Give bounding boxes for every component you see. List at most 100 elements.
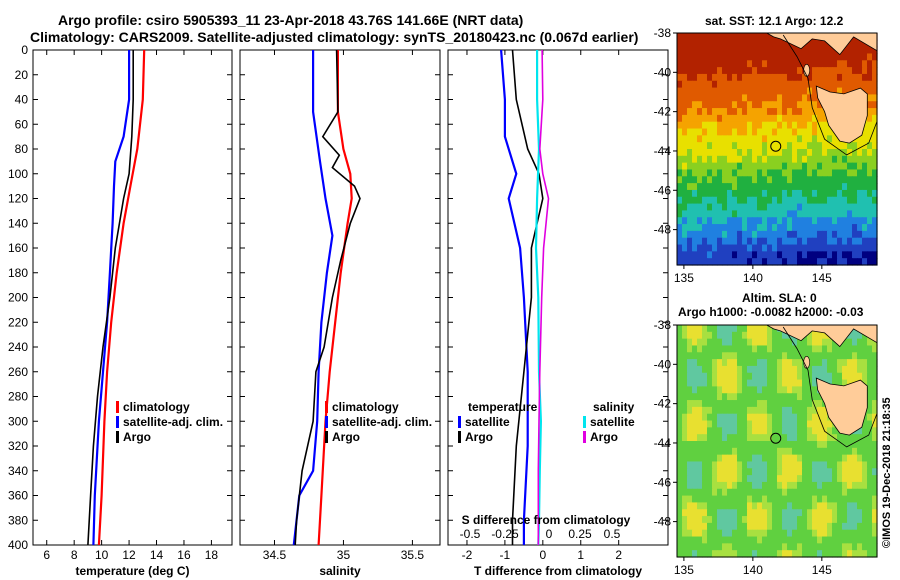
diff-salinity-legend-label: Argo (590, 430, 618, 444)
depth-tick-label: 260 (8, 365, 28, 379)
sat-sst-map-frame (676, 32, 878, 266)
temperature-series-argo (87, 50, 134, 546)
differences-series-s-argo (537, 49, 550, 545)
salinity-legend-swatch (325, 401, 328, 413)
salinity-xlabel: salinity (319, 564, 361, 578)
temperature-xtick-label: 6 (43, 548, 50, 562)
depth-tick-label: 160 (8, 241, 28, 255)
sat-sst-map-field (677, 33, 878, 266)
depth-tick-label: 100 (8, 167, 28, 181)
map-ytick-label: -48 (654, 223, 672, 237)
depth-tick-label: 380 (8, 513, 28, 527)
depth-tick-label: 320 (8, 439, 28, 453)
temperature-xtick-label: 18 (205, 548, 219, 562)
salinity-legend-swatch (325, 431, 328, 443)
depth-tick-label: 240 (8, 340, 28, 354)
salinity-xtick-label: 34.5 (263, 548, 287, 562)
diff-x2tick-label: 0.25 (568, 527, 592, 541)
temperature-series-satellite-adj-clim- (92, 50, 131, 546)
king-island (803, 64, 810, 77)
temperature-xtick-label: 16 (177, 548, 191, 562)
depth-tick-label: 400 (8, 538, 28, 552)
king-island (803, 356, 810, 369)
map-ytick-label: -46 (654, 183, 672, 197)
map-ytick-label: -44 (654, 144, 672, 158)
map-xtick-label: 145 (812, 563, 832, 577)
diff-x2tick-label: -0.5 (460, 527, 481, 541)
tasmania (815, 377, 868, 436)
diff-salinity-legend-swatch (583, 431, 586, 443)
depth-tick-label: 360 (8, 489, 28, 503)
differences-xtick-label: -2 (462, 548, 473, 562)
temperature-xtick-label: 12 (122, 548, 136, 562)
map-bottom-title-1: Altim. SLA: 0 (742, 291, 817, 305)
salinity-legend-label: Argo (332, 430, 360, 444)
depth-tick-label: 40 (15, 93, 29, 107)
depth-tick-label: 280 (8, 390, 28, 404)
map-ytick-label: -46 (654, 475, 672, 489)
title-line-2: Climatology: CARS2009. Satellite-adjuste… (30, 29, 639, 45)
temperature-xtick-label: 14 (150, 548, 164, 562)
altim-sla-map-field (677, 325, 878, 558)
diff-legend-temperature-title: temperature (468, 400, 538, 414)
salinity-legend-label: climatology (332, 400, 399, 414)
salinity-xtick-label: 35.5 (401, 548, 425, 562)
temperature-xlabel: temperature (deg C) (75, 564, 189, 578)
diff-legend-salinity-title: salinity (593, 400, 635, 414)
temperature-legend-swatch (116, 416, 119, 428)
map-ytick-label: -40 (654, 65, 672, 79)
temperature-xtick-label: 10 (95, 548, 109, 562)
map-xtick-label: 135 (674, 271, 694, 285)
salinity-legend-label: satellite-adj. clim. (332, 415, 432, 429)
differences-series-t-argo (511, 49, 544, 545)
depth-tick-label: 60 (15, 117, 29, 131)
map-ytick-label: -38 (654, 26, 672, 40)
diff-temperature-legend-label: satellite (465, 415, 510, 429)
diff-temperature-legend-label: Argo (465, 430, 493, 444)
depth-tick-label: 80 (15, 142, 29, 156)
depth-tick-label: 200 (8, 291, 28, 305)
map-top-title: sat. SST: 12.1 Argo: 12.2 (705, 14, 844, 28)
map-ytick-label: -42 (654, 105, 672, 119)
diff-x2label: S difference from climatology (462, 513, 631, 527)
map-bottom-title-2: Argo h1000: -0.0082 h2000: -0.03 (678, 305, 864, 319)
differences-frame (447, 49, 669, 546)
temperature-legend-swatch (116, 431, 119, 443)
diff-temperature-legend-swatch (458, 431, 461, 443)
differences-series-s-satellite (534, 50, 543, 546)
shelf-contour (782, 326, 878, 448)
map-ytick-label: -44 (654, 436, 672, 450)
differences-xlabel: T difference from climatology (474, 564, 642, 578)
depth-tick-label: 300 (8, 414, 28, 428)
map-xtick-label: 140 (743, 271, 763, 285)
argo-position-marker (770, 432, 782, 444)
temperature-legend-label: climatology (123, 400, 190, 414)
map-xtick-label: 135 (674, 563, 694, 577)
temperature-xtick-label: 8 (71, 548, 78, 562)
argo-position-marker (770, 140, 782, 152)
salinity-legend-swatch (325, 416, 328, 428)
diff-salinity-legend-label: satellite (590, 415, 635, 429)
differences-xtick-label: -1 (500, 548, 511, 562)
map-ytick-label: -38 (654, 318, 672, 332)
diff-x2tick-label: 0 (546, 527, 553, 541)
temperature-legend-label: Argo (123, 430, 151, 444)
differences-xtick-label: 2 (615, 548, 622, 562)
temperature-series-climatology (97, 49, 146, 546)
depth-tick-label: 180 (8, 266, 28, 280)
shelf-contour (782, 34, 878, 156)
depth-tick-label: 0 (21, 43, 28, 57)
temperature-legend-label: satellite-adj. clim. (123, 415, 223, 429)
differences-xtick-label: 0 (539, 548, 546, 562)
map-ytick-label: -48 (654, 515, 672, 529)
salinity-series-argo (294, 49, 361, 546)
altim-sla-map-frame (676, 324, 878, 558)
title-line-1: Argo profile: csiro 5905393_11 23-Apr-20… (58, 12, 524, 28)
temperature-legend-swatch (116, 401, 119, 413)
depth-tick-label: 220 (8, 315, 28, 329)
diff-x2tick-label: 0.5 (604, 527, 621, 541)
diff-temperature-legend-swatch (458, 416, 461, 428)
map-xtick-label: 140 (743, 563, 763, 577)
diff-salinity-legend-swatch (583, 416, 586, 428)
